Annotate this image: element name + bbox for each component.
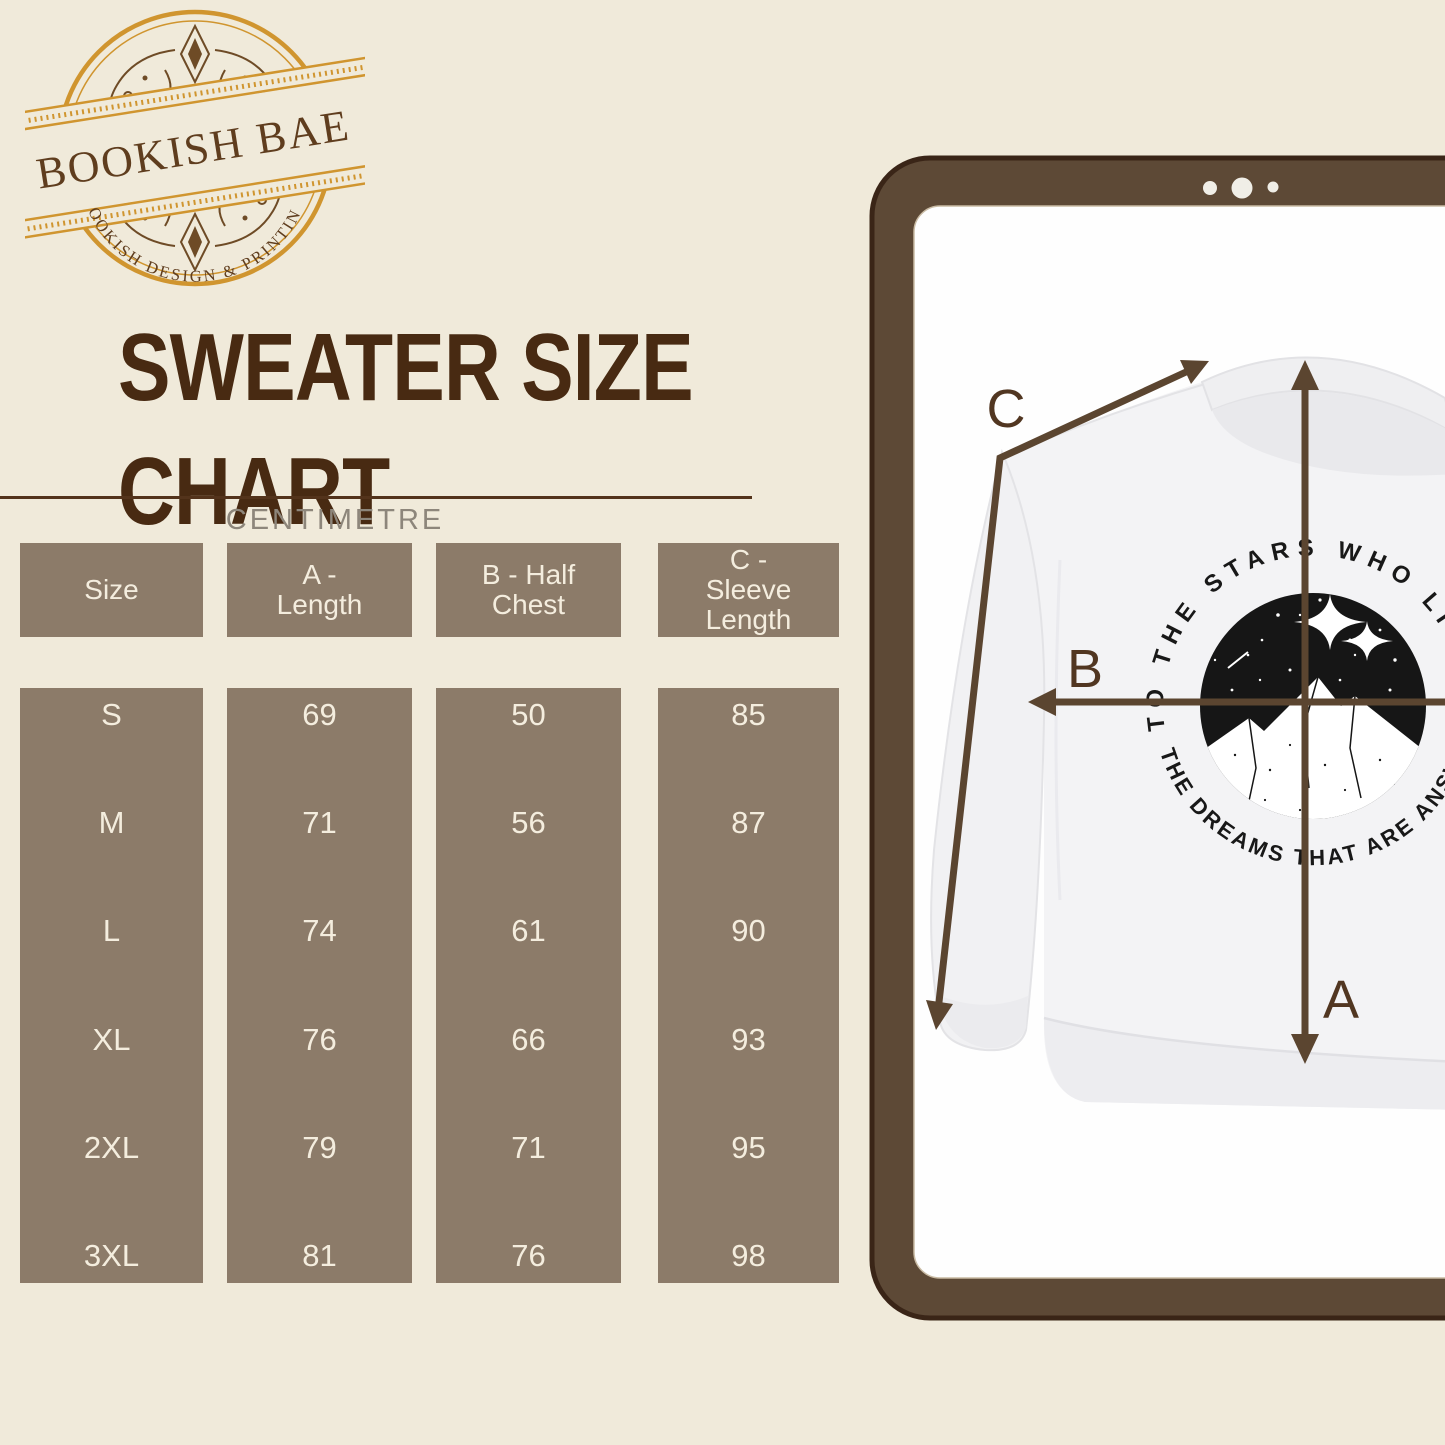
chest-cell: 50 — [511, 697, 546, 732]
chest-cell: 76 — [511, 1237, 546, 1273]
length-cell: 69 — [302, 697, 337, 732]
size-cell: XL — [92, 1021, 131, 1057]
length-cell: 76 — [302, 1021, 337, 1057]
arrowheads — [926, 360, 1319, 1064]
size-cell: 3XL — [83, 1237, 140, 1273]
size-cell: 2XL — [83, 1129, 140, 1165]
size-cell: M — [98, 805, 125, 841]
measurement-labels: A B C — [987, 379, 1360, 1030]
size-cell: L — [102, 913, 121, 949]
chest-cell: 71 — [511, 1129, 546, 1165]
column-header-size: Size — [20, 543, 203, 637]
sleeve-cell: 87 — [731, 805, 766, 841]
chest-cell: 61 — [511, 913, 546, 949]
length-cell: 71 — [302, 805, 337, 841]
measurement-arrows — [935, 368, 1445, 1042]
sleeve-cell: 90 — [731, 913, 766, 949]
table-column-c-sleeve-length: 85 87 90 93 95 98 — [658, 688, 839, 1283]
column-header-b-half-chest: B - Half Chest — [436, 543, 621, 637]
page-title-line1: SWEATER SIZE — [118, 314, 694, 421]
unit-label: CENTIMETRE — [225, 504, 445, 536]
sleeve-cell: 98 — [731, 1237, 766, 1273]
size-cell: S — [101, 697, 122, 732]
bookish-bae-logo: BOOKISH BAE BOOKISH DESIGN & PRINTING — [25, 0, 365, 287]
label-a: A — [1323, 970, 1359, 1030]
arrow-c-sleeve — [935, 368, 1190, 1006]
sleeve-cell: 93 — [731, 1021, 766, 1057]
label-b: B — [1067, 639, 1103, 699]
page-title-line2: CHART — [118, 438, 390, 545]
tablet-camera-dots-icon — [1203, 177, 1279, 199]
sleeve-cell: 95 — [731, 1129, 766, 1165]
logo-banner: BOOKISH BAE — [25, 54, 365, 242]
sleeve-cell: 85 — [731, 697, 766, 732]
table-column-b-half-chest: 50 56 61 66 71 76 — [436, 688, 621, 1283]
table-column-size: S M L XL 2XL 3XL — [20, 688, 203, 1283]
length-cell: 81 — [302, 1237, 337, 1273]
tablet-mockup: TO THE STARS WHO LISTEN, AND THE DREAMS … — [869, 155, 1445, 1321]
column-header-a-length: A - Length — [227, 543, 412, 637]
column-header-c-sleeve-length: C - Sleeve Length — [658, 543, 839, 637]
page-title: SWEATER SIZE CHART — [118, 306, 694, 554]
chest-cell: 56 — [511, 805, 546, 841]
table-column-a-length: 69 71 74 76 79 81 — [227, 688, 412, 1283]
label-c: C — [987, 379, 1026, 439]
title-separator — [0, 496, 752, 499]
length-cell: 79 — [302, 1129, 337, 1165]
length-cell: 74 — [302, 913, 337, 949]
chest-cell: 66 — [511, 1021, 546, 1057]
